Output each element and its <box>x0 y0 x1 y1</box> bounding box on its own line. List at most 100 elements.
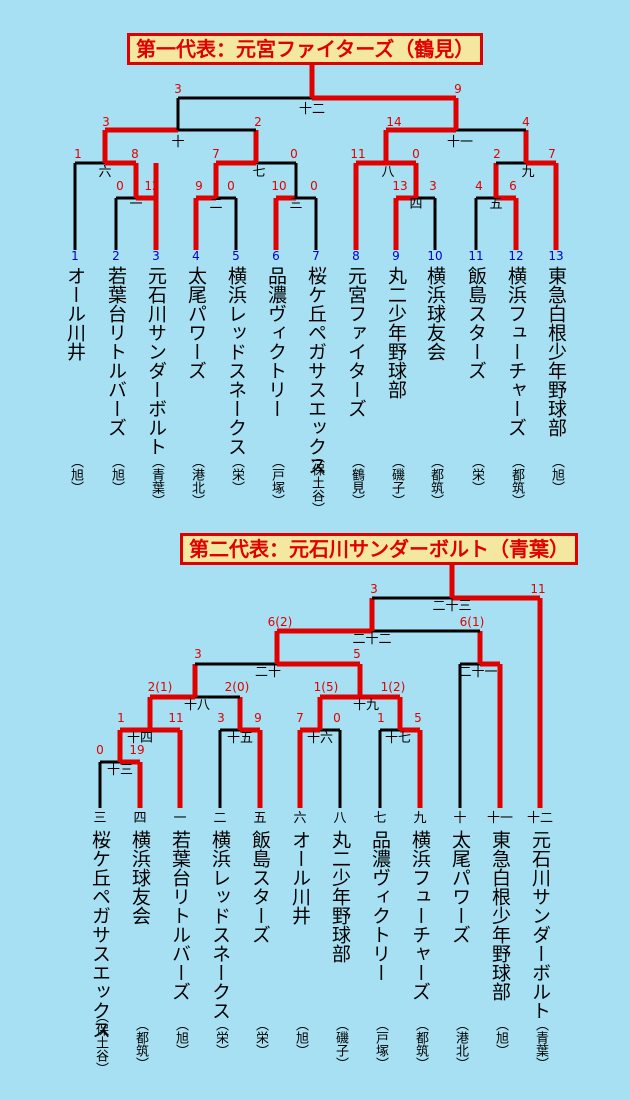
match2-label-21: 二十一 <box>458 665 497 680</box>
score2-left-16: 7 <box>296 711 304 725</box>
score2-right-17: 5 <box>414 711 422 725</box>
slot-number-8: 七 <box>373 811 386 826</box>
match2-label-19: 十九 <box>353 698 379 713</box>
team2-area-10: （港北） <box>453 1018 468 1070</box>
team2-name-6: オール川井 <box>289 830 311 925</box>
score-right-6: 8 <box>131 147 139 161</box>
slot-number-10: 十 <box>453 811 466 826</box>
score2-right-20: 5 <box>353 647 361 661</box>
team-area-5: （栄） <box>229 455 244 494</box>
match2-label-23: 二十三 <box>432 599 471 614</box>
seed-number-10: 10 <box>427 249 442 260</box>
score-right-9: 7 <box>548 147 556 161</box>
slot-number-6: 六 <box>293 811 306 826</box>
match-label-10: 十 <box>171 135 184 150</box>
score2-right-13: 19 <box>129 743 144 757</box>
team-name-9: 丸二少年野球部 <box>385 266 407 399</box>
score-left-4: 13 <box>392 179 407 193</box>
score-left-10: 3 <box>102 115 110 129</box>
match-label-1: 一 <box>129 197 142 212</box>
score-left-1: 0 <box>116 179 124 193</box>
match2-label-17: 十七 <box>385 731 411 746</box>
seed-number-3: 3 <box>152 249 160 260</box>
score2-left-23: 3 <box>370 582 378 596</box>
score2-right-23: 11 <box>530 582 545 596</box>
score-left-5: 4 <box>475 179 483 193</box>
team-area-6: （戸塚） <box>269 455 284 507</box>
team2-area-3: （旭） <box>173 1018 188 1057</box>
team-area-12: （都筑） <box>509 455 524 507</box>
team-area-9: （磯子） <box>389 455 404 507</box>
match2-label-22: 二十二 <box>352 632 391 647</box>
score-left-12: 3 <box>174 82 182 96</box>
team2-name-9: 横浜フューチャーズ <box>409 830 431 1001</box>
score-left-8: 11 <box>350 147 365 161</box>
score-right-12: 9 <box>454 82 462 96</box>
score-left-3: 10 <box>271 179 286 193</box>
score-left-6: 1 <box>74 147 82 161</box>
team2-area-1: （保土谷） <box>93 1010 108 1075</box>
score2-right-22: 6(1) <box>460 615 485 629</box>
team2-name-8: 品濃ヴィクトリー <box>369 830 391 982</box>
score-right-2: 0 <box>227 179 235 193</box>
seed-number-5: 5 <box>232 249 240 260</box>
team2-name-1: 桜ケ丘ペガサスエックス <box>89 830 111 1039</box>
slot-number-4: 二 <box>213 811 226 826</box>
team2-area-12: （青葉） <box>533 1018 548 1070</box>
score-right-8: 0 <box>412 147 420 161</box>
team-area-3: （青葉） <box>149 455 164 507</box>
score2-right-15: 9 <box>254 711 262 725</box>
seed-number-13: 13 <box>548 249 563 260</box>
match-label-9: 九 <box>521 165 534 180</box>
score-left-7: 7 <box>212 147 220 161</box>
score-left-9: 2 <box>493 147 501 161</box>
seed-number-12: 12 <box>508 249 523 260</box>
seed-number-1: 1 <box>71 249 79 260</box>
match-label-12: 十二 <box>299 102 325 117</box>
match-label-5: 五 <box>489 197 502 212</box>
team-area-13: （旭） <box>549 455 564 494</box>
match-label-8: 八 <box>381 165 394 180</box>
seed-number-11: 11 <box>468 249 483 260</box>
slot-number-12: 十二 <box>527 811 553 826</box>
team2-area-8: （戸塚） <box>373 1018 388 1070</box>
match2-label-18: 十八 <box>184 698 210 713</box>
match2-label-16: 十六 <box>307 731 333 746</box>
match-label-6: 六 <box>98 165 111 180</box>
score2-left-14: 1 <box>117 711 125 725</box>
match2-label-20: 二十 <box>255 665 281 680</box>
team-name-13: 東急白根少年野球部 <box>545 266 567 437</box>
score-right-11: 4 <box>522 115 530 129</box>
team2-area-5: （栄） <box>253 1018 268 1057</box>
seed-number-2: 2 <box>112 249 120 260</box>
score2-left-22: 6(2) <box>268 615 293 629</box>
team2-name-7: 丸二少年野球部 <box>329 830 351 963</box>
match-label-3: 三 <box>289 197 302 212</box>
team-area-1: （旭） <box>68 455 83 494</box>
score-right-5: 6 <box>509 179 517 193</box>
score2-left-13: 0 <box>96 743 104 757</box>
score2-right-19: 1(2) <box>381 680 406 694</box>
team2-name-11: 東急白根少年野球部 <box>489 830 511 1001</box>
team2-area-11: （旭） <box>493 1018 508 1057</box>
slot-number-2: 四 <box>133 811 146 826</box>
slot-number-1: 三 <box>93 811 106 826</box>
team2-area-6: （旭） <box>293 1018 308 1057</box>
match-label-2: 二 <box>209 197 222 212</box>
score2-left-18: 2(1) <box>148 680 173 694</box>
team-name-4: 太尾パワーズ <box>185 266 207 380</box>
team-name-3: 元石川サンダーボルト <box>145 266 167 456</box>
score2-right-14: 11 <box>168 711 183 725</box>
seed-number-4: 4 <box>192 249 200 260</box>
score-right-7: 0 <box>290 147 298 161</box>
seed-number-6: 6 <box>272 249 280 260</box>
team2-name-3: 若葉台リトルバーズ <box>169 830 191 1001</box>
team2-area-7: （磯子） <box>333 1018 348 1070</box>
score2-right-16: 0 <box>333 711 341 725</box>
score-right-4: 3 <box>429 179 437 193</box>
team-area-4: （港北） <box>189 455 204 507</box>
team-name-1: オール川井 <box>64 266 86 361</box>
team-name-6: 品濃ヴィクトリー <box>265 266 287 418</box>
